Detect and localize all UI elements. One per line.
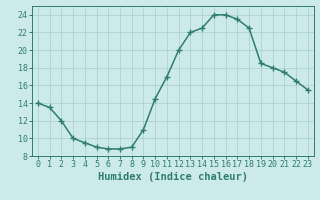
X-axis label: Humidex (Indice chaleur): Humidex (Indice chaleur) [98, 172, 248, 182]
